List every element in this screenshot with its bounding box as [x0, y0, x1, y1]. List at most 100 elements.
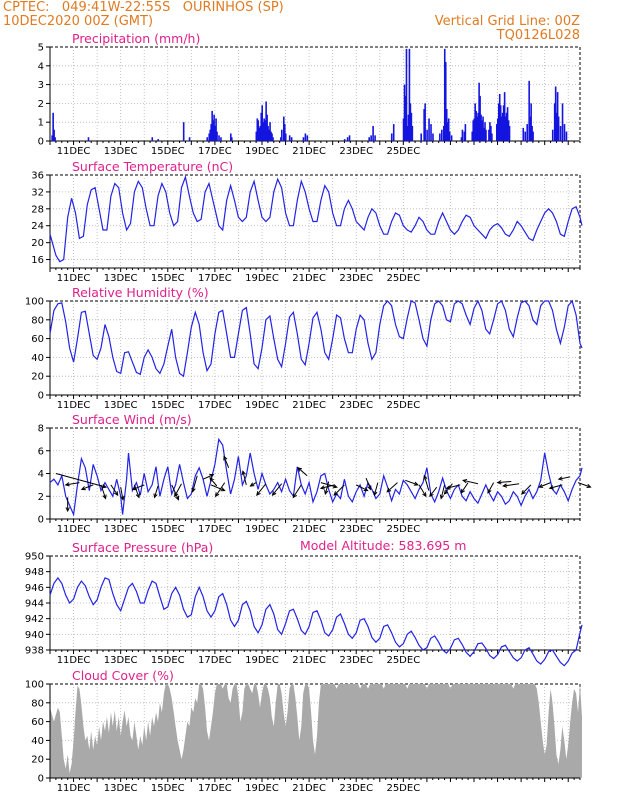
y-tick-label: 1 — [38, 118, 44, 129]
precip-bar — [463, 131, 466, 141]
wind-arrow — [577, 482, 591, 488]
precip-bar — [498, 94, 501, 141]
panel-wind: 0 2 4 6 8 11DEC 13DEC 15DEC 17DEC 19DEC 21DEC 23DEC… — [38, 412, 592, 535]
wind-arrow — [324, 481, 330, 495]
precip-bar — [343, 139, 346, 141]
precip-bar — [484, 122, 486, 141]
precip-bar — [266, 114, 268, 141]
precip-bar — [497, 103, 500, 141]
precip-bar — [390, 133, 393, 141]
precip-bar — [489, 122, 491, 141]
precip-bar — [559, 125, 562, 141]
precip-bar — [258, 127, 261, 141]
precip-bar — [151, 137, 154, 141]
precip-bar — [218, 135, 220, 141]
wind-arrow-head — [256, 491, 261, 497]
y-tick-label: 6 — [38, 446, 44, 457]
precip-bar — [368, 137, 370, 141]
precip-bar — [526, 124, 528, 141]
y-tick-label: 60 — [31, 717, 44, 728]
precip-bar — [481, 120, 483, 141]
precip-bar — [476, 116, 478, 141]
precip-bar — [410, 112, 413, 141]
precip-bar — [370, 135, 372, 141]
header-model-id: TQ0126L028 — [496, 28, 580, 43]
precip-bar — [348, 135, 351, 141]
panel-temp: 16 20 24 28 32 36 11DEC 13DEC 15DEC 17DEC 19DEC 21D… — [31, 159, 583, 284]
wind-arrow — [320, 482, 337, 488]
precip-bar — [490, 125, 492, 141]
temp-series-line — [49, 174, 583, 263]
precip-bar — [257, 120, 260, 141]
precip-bar — [472, 120, 475, 141]
x-tick-label: 25DEC — [386, 783, 420, 794]
precip-bar — [446, 122, 449, 141]
y-tick-label: 20 — [31, 372, 44, 383]
wind-arrow — [292, 484, 302, 498]
y-tick-label: 3 — [38, 80, 44, 91]
precip-bar — [475, 110, 477, 141]
y-tick-label: 32 — [31, 187, 44, 198]
x-tick-label: 19DEC — [245, 400, 279, 411]
precip-bar — [211, 110, 213, 141]
y-tick-label: 80 — [31, 315, 44, 326]
x-tick-label: 17DEC — [198, 146, 232, 157]
wind-arrow — [365, 477, 372, 490]
precip-bar — [409, 103, 412, 141]
precip-bar — [87, 137, 90, 141]
precip-bar — [52, 112, 54, 141]
panel-precip: 0 1 2 3 4 5 11DEC 13DEC 15DEC 17DEC 19DEC 21DEC 23DE… — [38, 31, 581, 157]
wind-series-line — [49, 437, 583, 517]
wind-arrow-head — [413, 481, 419, 486]
wind-arrow-head — [80, 486, 86, 491]
precip-bar — [442, 125, 445, 141]
x-tick-label: 11DEC — [57, 400, 91, 411]
wind-arrow — [418, 484, 427, 497]
precip-bar — [445, 109, 448, 141]
y-tick-label: 2 — [38, 99, 44, 110]
precip-bar — [428, 118, 430, 141]
x-tick-label: 17DEC — [198, 273, 232, 284]
wind-arrow-head — [120, 495, 125, 501]
precip-bar — [302, 137, 305, 141]
precip-bar — [372, 125, 374, 141]
rh-series-line — [49, 299, 583, 378]
precip-bar — [261, 105, 263, 141]
precip-bar — [405, 48, 408, 141]
wind-arrow — [549, 484, 563, 489]
x-tick-label: 15DEC — [151, 524, 185, 535]
wind-arrow-head — [557, 476, 563, 481]
x-tick-label: 11DEC — [57, 273, 91, 284]
y-tick-label: 80 — [31, 698, 44, 709]
wind-arrow — [223, 456, 230, 468]
precip-bar — [283, 124, 286, 141]
precip-bar — [280, 137, 282, 141]
wind-arrow — [202, 474, 214, 480]
wind-arrow-head — [297, 467, 303, 472]
x-tick-label: 13DEC — [104, 400, 138, 411]
wind-arrow — [215, 482, 226, 497]
y-tick-label: 2 — [38, 492, 44, 503]
panel-title: Surface Pressure (hPa) — [72, 540, 213, 555]
x-tick-label: 17DEC — [198, 655, 232, 666]
x-tick-label: 23DEC — [339, 273, 373, 284]
x-tick-label: 11DEC — [57, 524, 91, 535]
precip-bar — [447, 118, 450, 141]
precip-bar — [444, 62, 447, 141]
panel-rh: 0 20 40 60 80 100 11DEC 13DEC 15DEC 17DEC 19DEC 21D… — [25, 285, 583, 411]
precip-bar — [522, 127, 525, 141]
precip-bar — [479, 95, 481, 141]
precip-bar — [502, 105, 505, 141]
precip-bar — [478, 82, 480, 141]
precip-bar — [53, 129, 55, 141]
precip-bar — [282, 116, 285, 141]
precip-bar — [206, 137, 209, 141]
wind-arrow — [446, 484, 461, 489]
precip-bar — [407, 114, 410, 141]
x-tick-label: 21DEC — [292, 524, 326, 535]
precip-bar — [230, 137, 233, 141]
wind-arrow-head — [373, 491, 378, 497]
wind-arrow — [132, 484, 145, 490]
wind-arrow — [256, 483, 267, 496]
precip-bar — [508, 125, 511, 141]
